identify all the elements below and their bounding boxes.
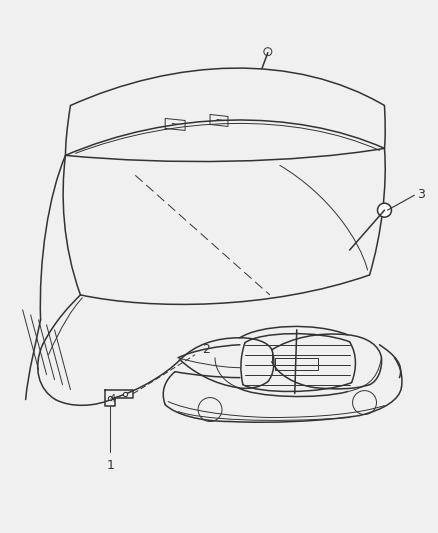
Text: 4: 4: [109, 393, 115, 403]
Text: 1: 1: [106, 459, 114, 472]
Text: 2: 2: [202, 343, 210, 356]
Text: 3: 3: [417, 188, 425, 201]
Circle shape: [378, 203, 392, 217]
